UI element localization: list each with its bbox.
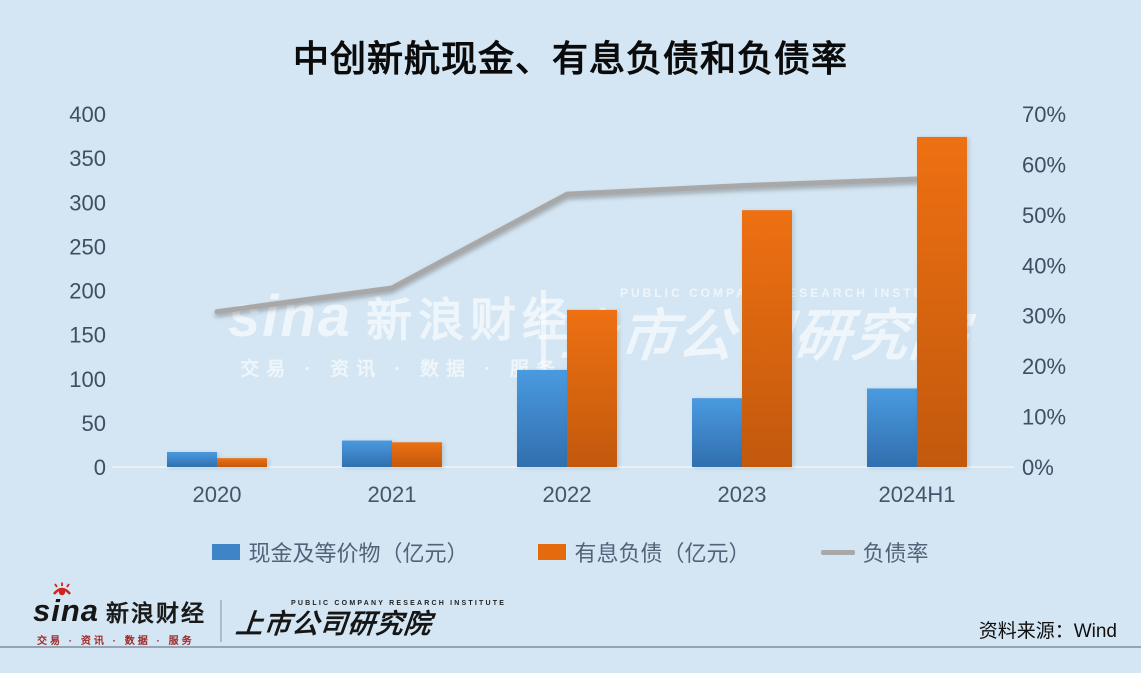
right-axis-tick-label: 30% bbox=[1022, 304, 1066, 329]
bar-cash-2020 bbox=[167, 451, 217, 467]
left-axis-tick-label: 200 bbox=[69, 279, 106, 304]
left-axis-tick-label: 400 bbox=[69, 102, 106, 127]
left-axis-tick-label: 300 bbox=[69, 190, 106, 215]
left-axis-tick-label: 150 bbox=[69, 323, 106, 348]
x-axis-category-label: 2024H1 bbox=[878, 482, 955, 507]
legend-label-debt: 有息负债（亿元） bbox=[574, 541, 751, 566]
legend-label-cash: 现金及等价物（亿元） bbox=[248, 541, 469, 566]
watermark-divider bbox=[541, 290, 546, 376]
sina-watermark-tagline: 交易 · 资讯 · 数据 · 服务 bbox=[240, 359, 562, 380]
footer-logo-divider bbox=[220, 599, 223, 642]
right-axis-tick-label: 50% bbox=[1022, 203, 1066, 228]
bar-debt-2022 bbox=[567, 309, 617, 467]
sina-logo-cn: 新浪财经 bbox=[106, 600, 207, 626]
sina-logo: sina 新浪财经 交易 · 资讯 · 数据 · 服务 bbox=[33, 582, 207, 647]
left-axis-tick-label: 250 bbox=[69, 234, 106, 259]
bar-cash-2024H1 bbox=[867, 388, 917, 467]
cash-swatch-icon bbox=[212, 544, 241, 560]
bar-debt-2020 bbox=[217, 458, 267, 467]
x-axis-category-label: 2023 bbox=[718, 482, 767, 507]
footer-brand: sina 新浪财经 交易 · 资讯 · 数据 · 服务 PUBLIC COMPA… bbox=[33, 582, 507, 647]
institute-logo-en: PUBLIC COMPANY RESEARCH INSTITUTE bbox=[291, 600, 507, 607]
bar-debt-2021 bbox=[392, 442, 442, 467]
bar-cash-2023 bbox=[692, 398, 742, 467]
right-axis-tick-label: 10% bbox=[1022, 405, 1066, 430]
left-axis-tick-label: 100 bbox=[69, 367, 106, 392]
footer-divider-line bbox=[0, 646, 1141, 648]
debt-ratio-line bbox=[214, 176, 920, 315]
sina-eye-icon bbox=[52, 582, 72, 596]
x-axis-category-label: 2020 bbox=[193, 482, 242, 507]
right-axis-tick-label: 20% bbox=[1022, 354, 1066, 379]
sina-logo-word: sina bbox=[33, 593, 100, 628]
x-axis-category-label: 2022 bbox=[543, 482, 592, 507]
page-title: 中创新航现金、有息负债和负债率 bbox=[292, 38, 848, 79]
legend-item-ratio: 负债率 bbox=[820, 536, 929, 568]
ratio-swatch-icon bbox=[820, 549, 855, 555]
bar-debt-2023 bbox=[742, 210, 792, 467]
legend-label-ratio: 负债率 bbox=[862, 541, 929, 566]
right-axis-tick-label: 70% bbox=[1022, 102, 1066, 127]
right-axis-tick-label: 60% bbox=[1022, 152, 1066, 177]
institute-logo: PUBLIC COMPANY RESEARCH INSTITUTE 上市公司研究… bbox=[234, 600, 507, 641]
left-axis-tick-label: 350 bbox=[69, 146, 106, 171]
left-axis-tick-label: 50 bbox=[82, 411, 106, 436]
legend: 现金及等价物（亿元） 有息负债（亿元） 负债率 bbox=[0, 536, 1141, 568]
sina-logo-tagline: 交易 · 资讯 · 数据 · 服务 bbox=[37, 636, 195, 647]
left-axis-tick-label: 0 bbox=[94, 455, 106, 480]
legend-item-cash: 现金及等价物（亿元） bbox=[212, 536, 468, 568]
data-source-label: 资料来源：Wind bbox=[978, 621, 1117, 642]
debt-swatch-icon bbox=[538, 544, 567, 560]
right-axis-tick-label: 0% bbox=[1022, 455, 1054, 480]
bar-debt-2024H1 bbox=[917, 136, 967, 467]
bar-cash-2021 bbox=[342, 440, 392, 467]
right-axis-tick-label: 40% bbox=[1022, 253, 1066, 278]
institute-logo-cn: 上市公司研究院 bbox=[234, 609, 434, 639]
bar-cash-2022 bbox=[517, 369, 567, 467]
sina-watermark-cn: 新浪财经 bbox=[366, 294, 575, 346]
legend-item-debt: 有息负债（亿元） bbox=[538, 536, 751, 568]
chart-plot: 0 50 100 150 200 250 300 350 400 0% 10% 20% 30% 40% 50… bbox=[69, 102, 1066, 507]
x-axis-category-label: 2021 bbox=[368, 482, 417, 507]
